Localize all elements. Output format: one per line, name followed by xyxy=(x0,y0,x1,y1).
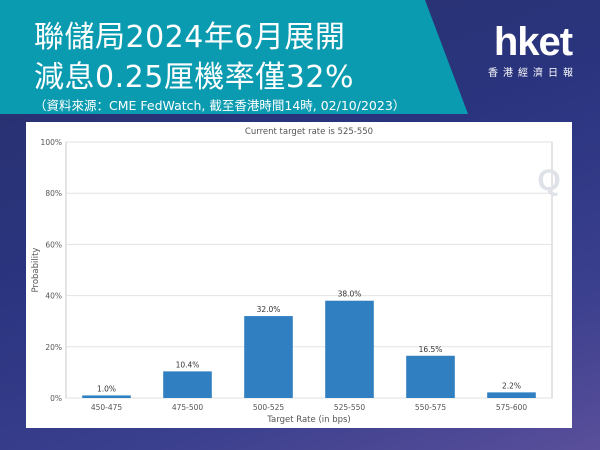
y-tick-label: 0% xyxy=(50,394,62,403)
source-note: （資料來源：CME FedWatch, 截至香港時間14時, 02/10/202… xyxy=(34,98,406,113)
bar xyxy=(82,395,131,398)
data-label: 1.0% xyxy=(97,384,116,393)
y-tick-labels: 0% 20% 40% 60% 80% 100% xyxy=(41,138,62,403)
x-tick-label: 500-525 xyxy=(253,403,285,412)
chart-title: Current target rate is 525-550 xyxy=(245,127,373,137)
x-tick-label: 450-475 xyxy=(91,403,123,412)
bar xyxy=(406,355,455,398)
y-tick-label: 20% xyxy=(45,343,62,352)
bar xyxy=(244,316,293,398)
hket-logo: hket 香港經濟日報 xyxy=(478,22,588,79)
bar xyxy=(163,371,212,398)
q-watermark: Q xyxy=(537,164,560,197)
y-tick-label: 40% xyxy=(45,292,62,301)
y-tick-label: 60% xyxy=(45,240,62,249)
y-axis-label: Probability xyxy=(31,248,41,293)
x-tick-labels: 450-475 475-500 500-525 525-550 550-575 575-6… xyxy=(91,403,528,412)
bars xyxy=(82,300,536,398)
data-label: 16.5% xyxy=(419,345,443,354)
bar xyxy=(487,392,536,398)
page-title-line2: 減息0.25厘機率僅32% xyxy=(34,60,354,95)
data-labels: 1.0% 10.4% 32.0% 38.0% 16.5% 2.2% xyxy=(97,290,521,394)
page-title-line1: 聯儲局2024年6月展開 xyxy=(34,20,346,55)
y-tick-label: 80% xyxy=(45,189,62,198)
logo-subtitle: 香港經濟日報 xyxy=(488,68,578,79)
y-tick-label: 100% xyxy=(41,138,62,147)
x-tick-label: 525-550 xyxy=(334,403,366,412)
data-label: 2.2% xyxy=(502,381,521,390)
bar xyxy=(325,300,374,398)
chart-panel: 0% 20% 40% 60% 80% 100% 1.0% 10.4% 32.0% 38.0% 16… xyxy=(26,122,572,428)
probability-bar-chart: 0% 20% 40% 60% 80% 100% 1.0% 10.4% 32.0% 38.0% 16… xyxy=(31,127,561,425)
gridlines xyxy=(66,141,552,399)
x-tick-label: 550-575 xyxy=(415,403,447,412)
data-label: 38.0% xyxy=(338,290,362,299)
x-tick-label: 575-600 xyxy=(496,403,528,412)
x-axis-label: Target Rate (in bps) xyxy=(266,415,351,425)
data-label: 32.0% xyxy=(257,305,281,314)
logo-wordmark: hket xyxy=(493,20,573,64)
plot-area xyxy=(65,141,553,399)
header-banner xyxy=(0,0,468,114)
x-tick-label: 475-500 xyxy=(172,403,204,412)
data-label: 10.4% xyxy=(176,360,200,369)
